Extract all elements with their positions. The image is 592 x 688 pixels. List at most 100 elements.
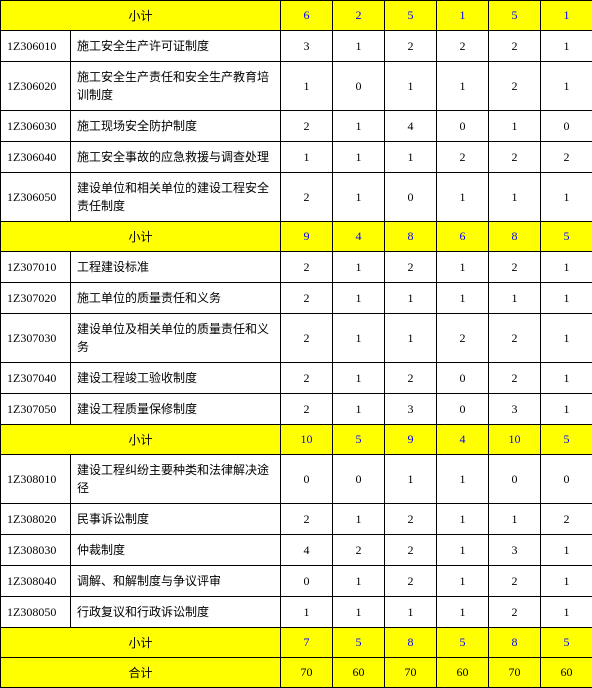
row-value: 2 <box>385 504 437 535</box>
row-desc: 行政复议和行政诉讼制度 <box>71 597 281 628</box>
row-code: 1Z306050 <box>1 173 71 222</box>
subtotal-value: 5 <box>333 425 385 455</box>
subtotal-value: 8 <box>489 628 541 658</box>
row-value: 3 <box>281 31 333 62</box>
row-value: 0 <box>437 111 489 142</box>
row-code: 1Z307020 <box>1 283 71 314</box>
row-desc: 工程建设标准 <box>71 252 281 283</box>
row-value: 0 <box>541 111 592 142</box>
row-value: 1 <box>333 173 385 222</box>
row-value: 2 <box>385 566 437 597</box>
subtotal-value: 5 <box>541 425 592 455</box>
row-desc: 施工安全生产许可证制度 <box>71 31 281 62</box>
row-value: 2 <box>385 252 437 283</box>
row-code: 1Z306010 <box>1 31 71 62</box>
total-value: 60 <box>437 658 489 688</box>
row-value: 2 <box>437 142 489 173</box>
row-desc: 建设工程质量保修制度 <box>71 394 281 425</box>
row-value: 1 <box>281 62 333 111</box>
row-value: 1 <box>437 504 489 535</box>
data-table: 小计6251511Z306010施工安全生产许可证制度3122211Z30602… <box>0 0 592 688</box>
row-value: 1 <box>333 111 385 142</box>
subtotal-value: 5 <box>333 628 385 658</box>
row-desc: 施工安全事故的应急救援与调查处理 <box>71 142 281 173</box>
row-value: 1 <box>541 363 592 394</box>
row-value: 2 <box>281 283 333 314</box>
subtotal-label: 小计 <box>1 628 281 658</box>
row-code: 1Z308010 <box>1 455 71 504</box>
row-value: 1 <box>489 504 541 535</box>
row-value: 2 <box>281 504 333 535</box>
subtotal-value: 5 <box>541 628 592 658</box>
total-value: 70 <box>385 658 437 688</box>
row-value: 1 <box>541 566 592 597</box>
row-value: 2 <box>281 173 333 222</box>
row-value: 2 <box>489 142 541 173</box>
row-desc: 施工安全生产责任和安全生产教育培训制度 <box>71 62 281 111</box>
subtotal-value: 5 <box>437 628 489 658</box>
row-value: 1 <box>541 173 592 222</box>
row-value: 1 <box>385 455 437 504</box>
row-value: 2 <box>333 535 385 566</box>
row-value: 2 <box>489 363 541 394</box>
row-value: 2 <box>385 363 437 394</box>
row-value: 2 <box>281 252 333 283</box>
row-value: 0 <box>281 566 333 597</box>
row-value: 4 <box>281 535 333 566</box>
row-value: 1 <box>333 142 385 173</box>
row-value: 1 <box>281 142 333 173</box>
row-value: 1 <box>437 283 489 314</box>
subtotal-label: 小计 <box>1 1 281 31</box>
row-desc: 建设工程竣工验收制度 <box>71 363 281 394</box>
subtotal-value: 5 <box>489 1 541 31</box>
row-desc: 建设单位及相关单位的质量责任和义务 <box>71 314 281 363</box>
row-code: 1Z307040 <box>1 363 71 394</box>
row-value: 1 <box>437 62 489 111</box>
row-value: 3 <box>489 535 541 566</box>
row-value: 0 <box>437 363 489 394</box>
subtotal-value: 5 <box>541 222 592 252</box>
subtotal-value: 8 <box>489 222 541 252</box>
row-value: 2 <box>489 566 541 597</box>
row-value: 1 <box>437 535 489 566</box>
total-value: 70 <box>281 658 333 688</box>
row-value: 1 <box>333 597 385 628</box>
row-value: 1 <box>437 455 489 504</box>
subtotal-value: 10 <box>281 425 333 455</box>
row-value: 1 <box>489 111 541 142</box>
row-value: 2 <box>489 314 541 363</box>
subtotal-label: 小计 <box>1 222 281 252</box>
row-value: 2 <box>281 394 333 425</box>
row-value: 2 <box>437 314 489 363</box>
row-value: 1 <box>385 62 437 111</box>
subtotal-value: 6 <box>437 222 489 252</box>
row-value: 0 <box>333 62 385 111</box>
row-code: 1Z308050 <box>1 597 71 628</box>
row-value: 2 <box>281 111 333 142</box>
total-value: 70 <box>489 658 541 688</box>
row-value: 3 <box>385 394 437 425</box>
row-value: 1 <box>333 314 385 363</box>
row-desc: 建设单位和相关单位的建设工程安全责任制度 <box>71 173 281 222</box>
subtotal-value: 7 <box>281 628 333 658</box>
row-value: 1 <box>437 566 489 597</box>
row-desc: 施工单位的质量责任和义务 <box>71 283 281 314</box>
row-value: 0 <box>281 455 333 504</box>
row-value: 4 <box>385 111 437 142</box>
row-value: 0 <box>385 173 437 222</box>
row-value: 0 <box>541 455 592 504</box>
row-desc: 仲裁制度 <box>71 535 281 566</box>
row-value: 1 <box>385 142 437 173</box>
row-value: 2 <box>489 31 541 62</box>
row-value: 2 <box>281 314 333 363</box>
row-value: 1 <box>489 173 541 222</box>
subtotal-value: 1 <box>437 1 489 31</box>
subtotal-value: 8 <box>385 628 437 658</box>
row-value: 1 <box>281 597 333 628</box>
row-code: 1Z306020 <box>1 62 71 111</box>
row-value: 2 <box>281 363 333 394</box>
row-value: 2 <box>489 597 541 628</box>
row-value: 1 <box>333 504 385 535</box>
row-desc: 调解、和解制度与争议评审 <box>71 566 281 597</box>
row-value: 2 <box>541 504 592 535</box>
